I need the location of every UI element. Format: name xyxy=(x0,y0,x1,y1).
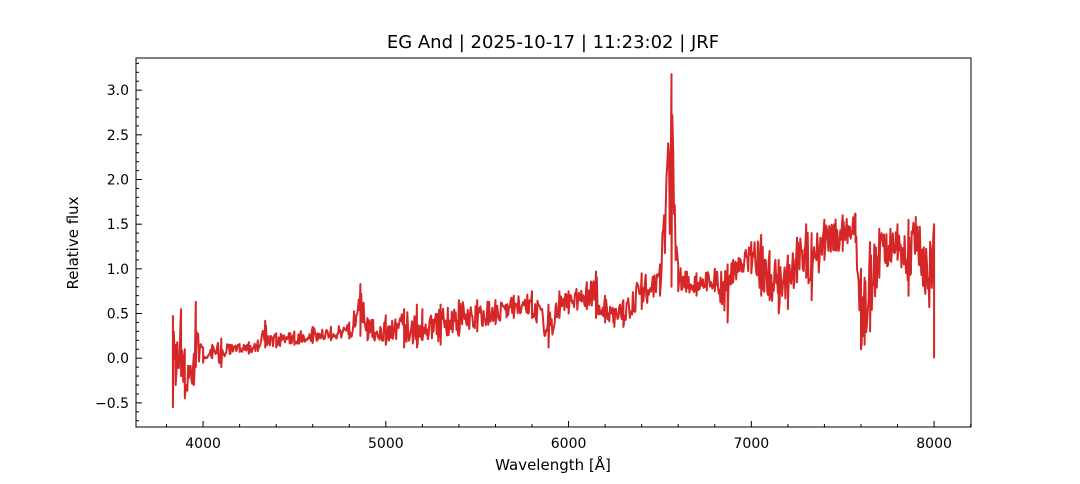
plot-area xyxy=(171,73,936,409)
y-tick-label: 2.5 xyxy=(107,128,129,144)
y-tick-label: 3.0 xyxy=(107,83,129,99)
y-tick-label: 2.0 xyxy=(107,173,129,189)
x-axis-label: Wavelength [Å] xyxy=(495,455,611,474)
y-tick-label: 0.5 xyxy=(107,307,129,323)
spectrum-line xyxy=(171,73,936,409)
y-tick-label: −0.5 xyxy=(95,396,129,412)
x-tick-label: 8000 xyxy=(916,436,952,452)
x-axis: 4000 5000 6000 7000 8000 xyxy=(166,421,972,452)
y-tick-label: 0.0 xyxy=(107,351,129,367)
chart-title: EG And | 2025-10-17 | 11:23:02 | JRF xyxy=(387,32,719,53)
x-tick-label: 5000 xyxy=(368,436,404,452)
y-tick-label: 1.0 xyxy=(107,262,129,278)
y-axis-label: Relative flux xyxy=(64,196,82,289)
x-tick-label: 6000 xyxy=(551,436,587,452)
x-tick-label: 4000 xyxy=(185,436,221,452)
y-tick-label: 1.5 xyxy=(107,217,129,233)
y-axis: −0.5 0.0 0.5 1.0 1.5 2.0 2.5 3.0 xyxy=(95,62,142,422)
axes-frame xyxy=(135,57,972,428)
x-tick-label: 7000 xyxy=(734,436,770,452)
